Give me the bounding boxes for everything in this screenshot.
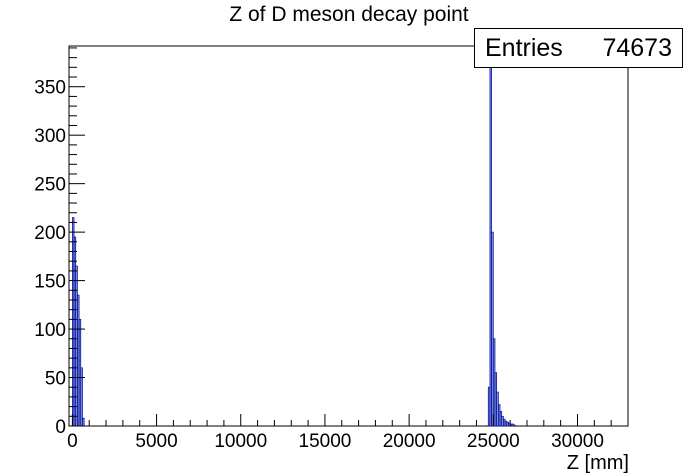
x-axis: 0 5000 10000 15000 20000 25000 30000 <box>67 414 629 452</box>
y-tick-label: 150 <box>34 272 66 293</box>
y-tick-label: 250 <box>34 175 66 196</box>
y-tick-label: 300 <box>34 126 66 147</box>
x-tick-label: 25000 <box>467 431 520 452</box>
plot-frame <box>68 45 629 427</box>
stats-entries-label: Entries <box>485 34 563 62</box>
y-tick-label: 0 <box>55 417 66 438</box>
x-tick-label: 15000 <box>299 431 352 452</box>
y-axis: 0 50 100 150 200 250 300 350 <box>34 47 85 438</box>
y-tick-label: 100 <box>34 320 66 341</box>
x-tick-label: 0 <box>67 431 78 452</box>
stats-box: Entries 74673 <box>474 28 683 68</box>
x-axis-label: Z [mm] <box>566 452 629 474</box>
histogram-bin <box>513 424 516 427</box>
x-tick-label: 10000 <box>214 431 267 452</box>
x-tick-label: 30000 <box>551 431 604 452</box>
histogram-bins <box>72 47 516 427</box>
chart-title: Z of D meson decay point <box>229 3 469 26</box>
histogram-bin <box>82 417 85 427</box>
x-tick-label: 20000 <box>383 431 436 452</box>
y-tick-label: 50 <box>45 369 66 390</box>
stats-entries-value: 74673 <box>602 34 672 62</box>
x-tick-label: 5000 <box>135 431 177 452</box>
y-tick-label: 200 <box>34 223 66 244</box>
histogram-bin <box>80 367 83 427</box>
histogram-bin <box>491 231 494 427</box>
y-tick-label: 350 <box>34 78 66 99</box>
